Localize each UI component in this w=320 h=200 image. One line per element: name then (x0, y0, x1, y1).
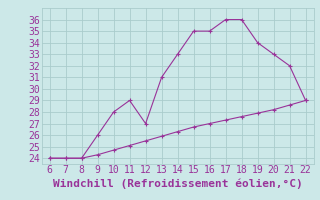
X-axis label: Windchill (Refroidissement éolien,°C): Windchill (Refroidissement éolien,°C) (53, 178, 302, 189)
